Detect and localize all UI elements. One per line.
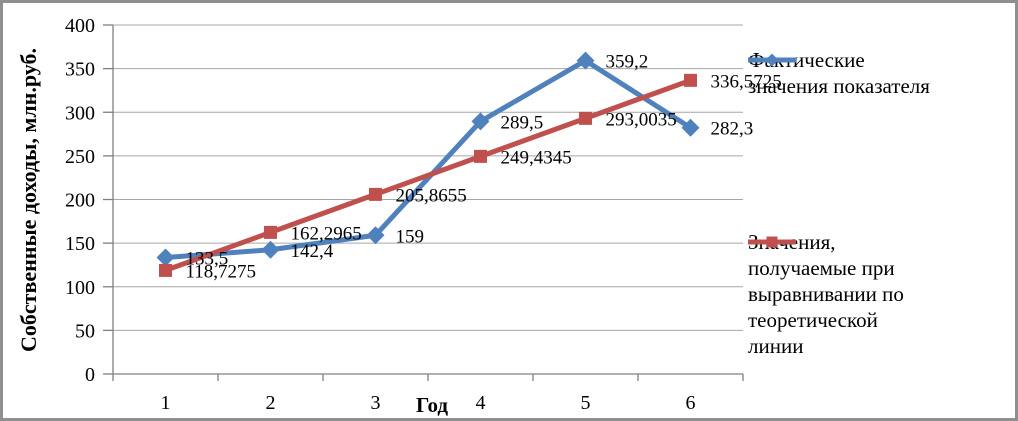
y-tick-label: 400 (65, 15, 95, 37)
data-point-label: 282,3 (711, 119, 754, 140)
square-marker (159, 263, 172, 277)
square-marker (684, 73, 697, 87)
data-point-label: 118,7275 (186, 261, 257, 282)
x-axis-title: Год (416, 393, 448, 417)
diamond-marker (366, 226, 385, 245)
y-tick-label: 200 (65, 190, 95, 212)
y-tick-label: 150 (65, 233, 95, 255)
y-tick-label: 100 (65, 277, 95, 299)
x-tick-label: 5 (581, 392, 591, 414)
diamond-marker (261, 240, 280, 259)
data-point-label: 336,5725 (711, 71, 782, 92)
legend-line-square-icon (748, 236, 796, 248)
legend-line-diamond-icon (748, 53, 796, 67)
y-tick-label: 350 (65, 59, 95, 81)
square-marker (579, 111, 592, 125)
data-point-label: 249,4345 (501, 147, 572, 168)
x-tick-label: 1 (161, 392, 171, 414)
legend-item-1: Фактические значения показателя (748, 47, 930, 99)
diamond-marker (471, 112, 490, 131)
line-chart: 400 350 300 250 200 150 100 50 0 1 2 3 4 5 6 133,5 142,… (16, 15, 782, 417)
data-point-label: 205,8655 (396, 185, 467, 206)
data-point-label: 289,5 (501, 112, 544, 133)
y-tick-label: 50 (75, 320, 95, 342)
data-point-label: 293,0035 (606, 109, 677, 130)
data-point-label: 159 (396, 226, 425, 247)
square-marker (264, 225, 277, 239)
x-tick-label: 6 (686, 392, 696, 414)
diamond-marker (156, 248, 175, 267)
chart-legend: Фактические значения показателя Значения, п… (748, 3, 1015, 418)
series-line-1 (163, 58, 693, 261)
grid-layer: 400 350 300 250 200 150 100 50 0 1 2 3 4 5 6 (65, 15, 744, 414)
x-tick-label: 4 (476, 392, 486, 414)
data-label-layer: 133,5 142,4 159 289,5 359,2 282,3 118,7275 162,… (186, 52, 782, 283)
diamond-marker (681, 118, 700, 137)
diamond-marker (576, 51, 595, 70)
y-tick-label: 300 (65, 102, 95, 124)
y-tick-label: 0 (85, 364, 95, 386)
data-point-label: 133,5 (186, 249, 229, 270)
series-line-2 (163, 77, 693, 273)
legend-label: Значения, получаемые при выравнивании по те… (748, 230, 904, 358)
data-point-label: 162,2965 (291, 223, 362, 244)
legend-item-2: Значения, получаемые при выравнивании по те… (748, 229, 904, 359)
square-marker (369, 187, 382, 201)
series-layer (156, 51, 700, 277)
data-point-label: 359,2 (606, 52, 649, 73)
y-axis-title: Собственные доходы, млн.руб. (16, 48, 41, 352)
y-tick-label: 250 (65, 146, 95, 168)
square-marker (474, 149, 487, 163)
x-tick-label: 3 (371, 392, 381, 414)
data-point-label: 142,4 (291, 241, 334, 262)
x-tick-label: 2 (266, 392, 276, 414)
